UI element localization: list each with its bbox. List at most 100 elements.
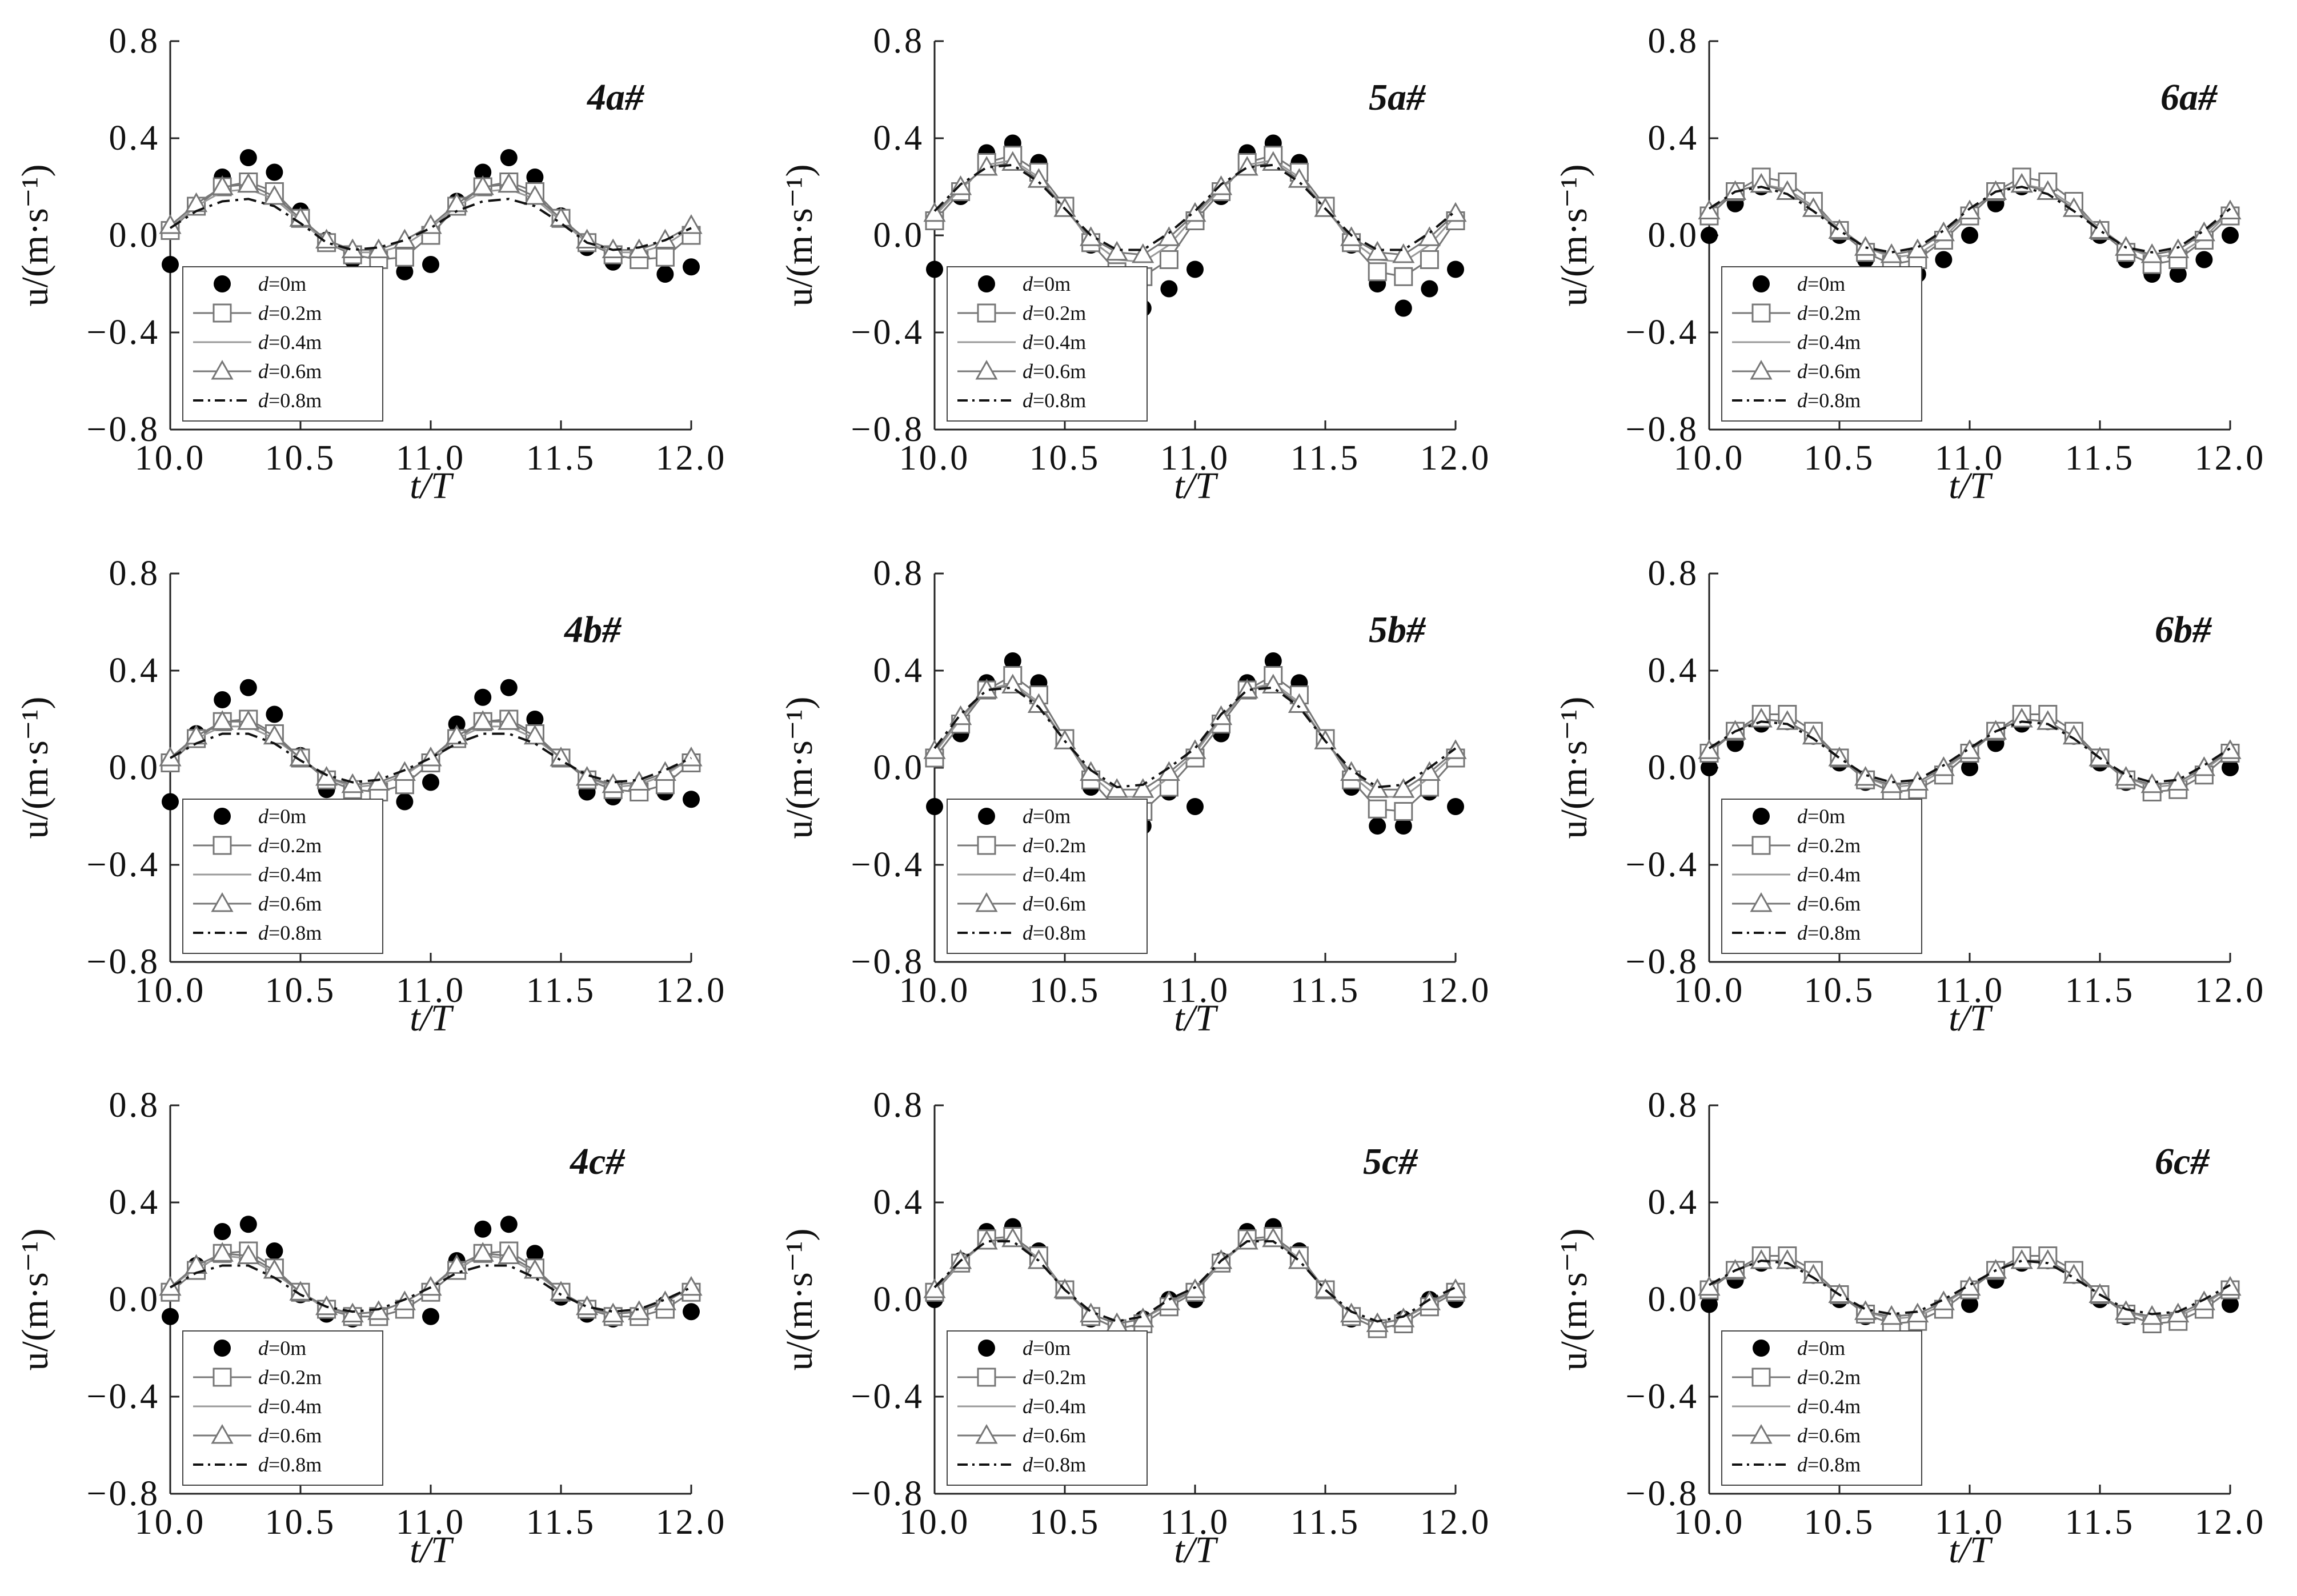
legend-label: d=0.4m <box>1023 1395 1086 1418</box>
data-point <box>446 724 468 745</box>
legend-label: d=0.2m <box>1023 834 1086 857</box>
data-point <box>1366 778 1389 798</box>
data-point <box>2062 1264 2085 1284</box>
data-point <box>500 1216 518 1233</box>
legend-label: d=0m <box>1797 272 1845 295</box>
y-tick-label: 0.0 <box>1648 216 1699 255</box>
y-tick-label: 0.8 <box>109 1086 161 1125</box>
x-axis-label: t/T <box>410 1529 454 1571</box>
legend: d=0m d=0.2m d=0.4m d=0.6m d=0.8m <box>1721 1330 1922 1486</box>
legend-label: d=0.2m <box>1023 1366 1086 1389</box>
data-point <box>211 175 234 195</box>
legend-label: d=0m <box>258 805 306 828</box>
data-point <box>500 679 518 696</box>
chart-panel-5a: −0.8 −0.4 0.0 0.4 0.8 10.0 10.5 11.0 11.5 12.0 t/T… <box>779 22 1489 507</box>
y-tick-label: 0.4 <box>873 1183 925 1222</box>
x-tick-label: 10.0 <box>1674 1503 1745 1542</box>
data-point <box>923 1278 946 1298</box>
y-tick-label: 0.0 <box>109 216 161 255</box>
legend-label: d=0.8m <box>258 389 322 412</box>
legend-label: d=0.4m <box>258 1395 322 1418</box>
data-point <box>1958 1276 1981 1296</box>
data-point <box>526 711 544 728</box>
x-tick-label: 10.5 <box>1029 971 1101 1010</box>
legend-marker <box>213 303 232 323</box>
data-point <box>550 746 572 767</box>
legend-label: d=0.4m <box>1797 863 1861 886</box>
data-point <box>1369 817 1386 835</box>
data-point <box>1392 778 1415 798</box>
y-tick-label: −0.8 <box>87 1474 160 1513</box>
data-point <box>266 1242 283 1260</box>
data-point <box>471 710 494 730</box>
data-point <box>1157 226 1180 246</box>
data-point <box>1701 1296 1718 1313</box>
panel-title: 6a# <box>2160 77 2218 118</box>
x-tick-label: 12.0 <box>656 971 727 1010</box>
legend-label: d=0m <box>1023 1337 1071 1360</box>
x-tick-label: 10.0 <box>899 439 971 478</box>
data-point <box>2192 1290 2215 1310</box>
y-axis-label: u/(m·s⁻¹) <box>1553 697 1595 839</box>
legend-label: d=0m <box>258 1337 306 1360</box>
y-tick-label: 0.4 <box>1648 651 1699 690</box>
x-tick-label: 12.0 <box>2195 971 2266 1010</box>
panel-title: 4b# <box>563 609 622 651</box>
legend-label: d=0.8m <box>258 921 322 944</box>
legend-label: d=0.6m <box>1023 1424 1086 1447</box>
data-point <box>1698 739 1721 759</box>
data-point <box>1776 710 1799 730</box>
data-point <box>237 173 260 193</box>
y-tick-label: 0.8 <box>873 22 925 61</box>
x-axis-label: t/T <box>1949 465 1993 507</box>
legend-label: d=0.6m <box>1023 360 1086 383</box>
x-tick-label: 10.5 <box>1804 439 1875 478</box>
y-tick-label: 0.0 <box>873 748 925 787</box>
legend-marker <box>977 836 996 855</box>
legend-label: d=0.8m <box>1023 389 1086 412</box>
legend-marker <box>214 808 231 825</box>
data-point <box>523 1258 546 1279</box>
x-tick-label: 11.0 <box>1160 971 1230 1010</box>
y-axis-label: u/(m·s⁻¹) <box>779 1229 820 1371</box>
data-point <box>2222 759 2239 776</box>
data-point <box>1105 240 1128 261</box>
legend-label: d=0.4m <box>1797 331 1861 354</box>
legend-marker <box>214 275 231 292</box>
series-3 <box>923 1227 1467 1332</box>
x-tick-label: 11.0 <box>1935 971 2005 1010</box>
data-point <box>1698 199 1721 219</box>
data-point <box>315 765 338 786</box>
legend-box <box>1721 1330 1922 1486</box>
chart-panel-6a: −0.8 −0.4 0.0 0.4 0.8 10.0 10.5 11.0 11.5 12.0 t/T… <box>1553 22 2263 507</box>
data-point <box>474 1220 492 1238</box>
data-point <box>1366 240 1389 261</box>
x-tick-label: 11.0 <box>396 1503 466 1542</box>
data-point <box>500 149 518 166</box>
y-axis-label: u/(m·s⁻¹) <box>779 697 820 839</box>
data-point <box>237 710 260 730</box>
series-4 <box>933 686 1457 789</box>
y-tick-label: 0.8 <box>1648 554 1699 593</box>
legend-marker <box>975 892 998 912</box>
data-point <box>214 691 231 708</box>
data-point <box>1701 759 1718 776</box>
chart-panel-6b: −0.8 −0.4 0.0 0.4 0.8 10.0 10.5 11.0 11.5 12.0 t/T… <box>1553 554 2266 1039</box>
data-point <box>683 791 700 808</box>
data-point <box>2222 1296 2239 1313</box>
x-tick-label: 11.0 <box>396 971 466 1010</box>
data-point <box>2140 243 2163 263</box>
legend-label: d=0.2m <box>258 302 322 324</box>
data-point <box>239 1216 257 1233</box>
series-line <box>933 1240 1456 1323</box>
y-tick-label: 0.8 <box>873 1086 925 1125</box>
x-tick-label: 11.5 <box>526 1503 596 1542</box>
legend-marker <box>1751 303 1771 323</box>
legend-label: d=0m <box>1797 805 1845 828</box>
data-point <box>680 746 703 767</box>
data-point <box>2167 1302 2190 1322</box>
data-point <box>683 258 700 276</box>
data-point <box>602 1302 624 1322</box>
